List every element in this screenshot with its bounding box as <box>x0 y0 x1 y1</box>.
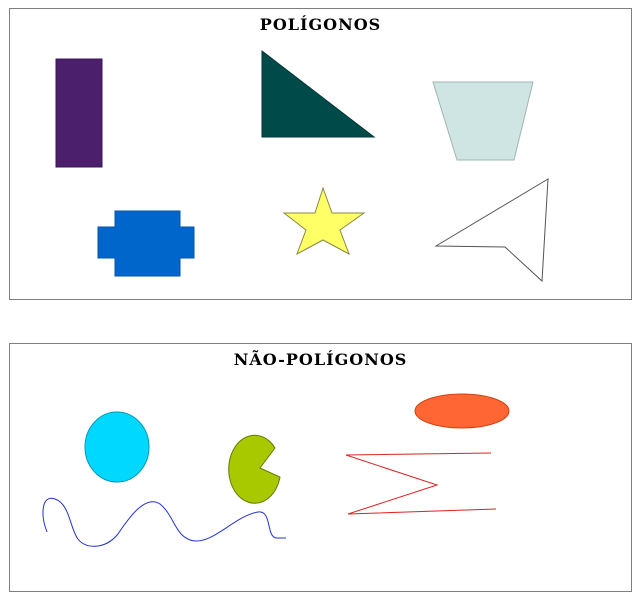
right-triangle-shape <box>261 49 376 138</box>
pacman-shape <box>228 434 281 504</box>
star-shape <box>282 186 366 256</box>
cross-shape <box>97 210 195 277</box>
rectangle-shape <box>55 58 103 168</box>
non-polygons-canvas <box>42 393 510 547</box>
wavy-line-shape <box>42 497 286 547</box>
non-polygons-title: NÃO-POLÍGONOS <box>233 350 408 369</box>
circle-shape <box>84 411 150 483</box>
polygons-title: POLÍGONOS <box>259 15 382 34</box>
open-zigzag-shape <box>345 452 497 515</box>
polygons-canvas <box>55 49 549 283</box>
arrowhead-outline-shape <box>434 178 549 283</box>
ellipse-shape <box>414 393 510 429</box>
polygons-panel: POLÍGONOS <box>9 8 632 300</box>
non-polygons-panel: NÃO-POLÍGONOS <box>9 343 632 592</box>
trapezoid-shape <box>432 81 534 161</box>
